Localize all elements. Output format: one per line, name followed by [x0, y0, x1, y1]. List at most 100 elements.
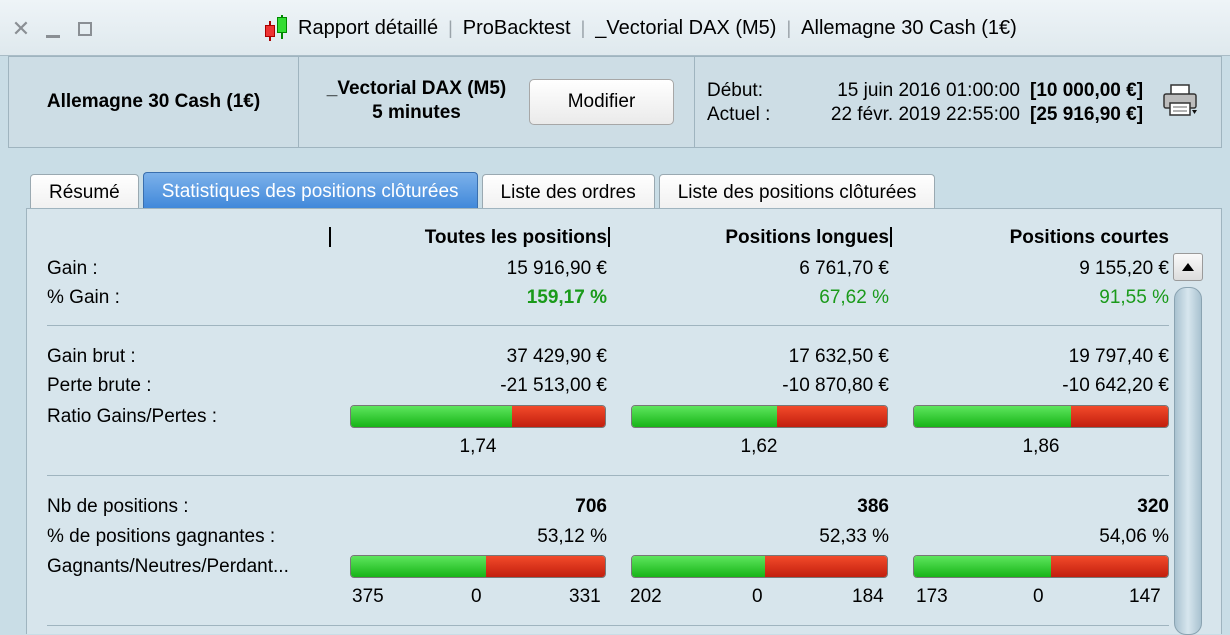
wnl-bar-short	[913, 555, 1169, 578]
row-label: Gain :	[47, 258, 98, 279]
value-long: -10 870,80 €	[782, 375, 889, 396]
title-separator: |	[580, 17, 586, 38]
title-separator: |	[448, 17, 453, 38]
window-title: Rapport détaillé | ProBacktest | _Vector…	[262, 15, 1017, 41]
window-controls: ✕	[10, 18, 96, 40]
title-module: ProBacktest	[462, 16, 571, 39]
current-date: 22 févr. 2019 22:55:00	[830, 104, 1020, 125]
timeframe: 5 minutes	[372, 102, 461, 123]
bar-segment-red	[765, 556, 887, 577]
row-win-neutral-loss: Gagnants/Neutres/Perdant...	[27, 556, 1177, 582]
section-divider	[47, 625, 1169, 626]
arrow-up-icon	[1182, 263, 1194, 271]
candlestick-icon	[262, 15, 292, 41]
value-all: 706	[575, 496, 607, 517]
row-label: Ratio Gains/Pertes :	[47, 406, 218, 427]
value-all: 15 916,90 €	[506, 258, 607, 279]
bar-segment-red	[512, 406, 605, 427]
value-long: 386	[857, 496, 889, 517]
row-pct-gain: % Gain : 159,17 % 67,62 % 91,55 %	[27, 287, 1177, 313]
value-long: 17 632,50 €	[788, 346, 889, 367]
printer-icon[interactable]	[1161, 83, 1201, 119]
winners-long: 202	[630, 586, 662, 607]
ratio-bar-all	[350, 405, 606, 428]
winners-all: 375	[352, 586, 384, 607]
date-range: Début: 15 juin 2016 01:00:00 [10 000,00 …	[707, 79, 1143, 127]
bar-segment-red	[777, 406, 887, 427]
title-system: _Vectorial DAX (M5)	[595, 16, 777, 39]
neutral-long: 0	[752, 586, 763, 607]
value-all: 37 429,90 €	[506, 346, 607, 367]
tab-orders-list[interactable]: Liste des ordres	[481, 174, 655, 210]
value-all: 159,17 %	[526, 287, 607, 308]
vertical-scrollbar[interactable]	[1173, 253, 1203, 635]
losers-long: 184	[852, 586, 884, 607]
title-report: Rapport détaillé	[298, 16, 439, 39]
start-row: Début: 15 juin 2016 01:00:00 [10 000,00 …	[707, 79, 1143, 103]
ratio-value-all: 1,74	[459, 436, 497, 457]
value-short: 91,55 %	[1099, 287, 1169, 308]
column-header-all: Toutes les positions	[424, 227, 607, 248]
tab-summary[interactable]: Résumé	[30, 174, 139, 210]
row-ratio: Ratio Gains/Pertes :	[27, 406, 1177, 432]
bar-segment-red	[1071, 406, 1168, 427]
title-separator: |	[786, 17, 792, 38]
row-gain: Gain : 15 916,90 € 6 761,70 € 9 155,20 €	[27, 258, 1177, 284]
row-label: Gain brut :	[47, 346, 136, 367]
value-long: 67,62 %	[819, 287, 889, 308]
start-date: 15 juin 2016 01:00:00	[837, 80, 1020, 101]
scrollbar-thumb[interactable]	[1174, 287, 1202, 635]
column-resize-handle[interactable]	[890, 227, 892, 247]
value-all: -21 513,00 €	[500, 375, 607, 396]
instrument-name: Allemagne 30 Cash (1€)	[9, 57, 299, 147]
neutral-all: 0	[471, 586, 482, 607]
row-pct-winning: % de positions gagnantes : 53,12 % 52,33…	[27, 526, 1177, 552]
report-header: Allemagne 30 Cash (1€) _Vectorial DAX (M…	[8, 56, 1222, 148]
tab-closed-positions-stats[interactable]: Statistiques des positions clôturées	[142, 172, 478, 210]
column-resize-handle[interactable]	[329, 227, 331, 247]
value-short: 320	[1137, 496, 1169, 517]
column-headers: Toutes les positions Positions longues P…	[27, 227, 1177, 253]
section-divider	[47, 325, 1169, 326]
system-info: _Vectorial DAX (M5) 5 minutes	[309, 77, 524, 125]
row-label: Gagnants/Neutres/Perdant...	[47, 556, 289, 577]
scroll-up-button[interactable]	[1173, 253, 1203, 281]
maximize-icon[interactable]	[74, 18, 96, 40]
start-amount: [10 000,00 €]	[1030, 80, 1144, 101]
value-all: 53,12 %	[537, 526, 607, 547]
wnl-bar-long	[631, 555, 888, 578]
ratio-bar-long	[631, 405, 888, 428]
value-short: 19 797,40 €	[1068, 346, 1169, 367]
minimize-icon[interactable]	[42, 18, 64, 40]
bar-segment-green	[914, 556, 1052, 577]
tab-closed-positions-list[interactable]: Liste des positions clôturées	[658, 174, 936, 210]
bar-segment-green	[914, 406, 1072, 427]
stats-panel: Toutes les positions Positions longues P…	[26, 208, 1222, 635]
value-long: 52,33 %	[819, 526, 889, 547]
neutral-short: 0	[1033, 586, 1044, 607]
row-gross-gain: Gain brut : 37 429,90 € 17 632,50 € 19 7…	[27, 346, 1177, 372]
ratio-bar-short	[913, 405, 1169, 428]
bar-segment-green	[351, 406, 513, 427]
row-label: % de positions gagnantes :	[47, 526, 276, 547]
close-icon[interactable]: ✕	[11, 16, 31, 41]
row-label: Nb de positions :	[47, 496, 189, 517]
losers-all: 331	[569, 586, 601, 607]
bar-segment-green	[632, 556, 766, 577]
column-header-long: Positions longues	[725, 227, 889, 248]
current-label: Actuel :	[707, 104, 771, 125]
bar-segment-red	[1051, 556, 1168, 577]
bar-segment-green	[632, 406, 778, 427]
header-divider	[694, 57, 695, 147]
value-short: 9 155,20 €	[1079, 258, 1169, 279]
row-label: Perte brute :	[47, 375, 152, 396]
row-label: % Gain :	[47, 287, 120, 308]
system-name: _Vectorial DAX (M5)	[326, 78, 507, 99]
start-label: Début:	[707, 80, 763, 101]
winners-short: 173	[916, 586, 948, 607]
modify-button[interactable]: Modifier	[529, 79, 674, 125]
section-divider	[47, 475, 1169, 476]
column-resize-handle[interactable]	[608, 227, 610, 247]
current-row: Actuel : 22 févr. 2019 22:55:00 [25 916,…	[707, 103, 1143, 127]
value-short: -10 642,20 €	[1062, 375, 1169, 396]
